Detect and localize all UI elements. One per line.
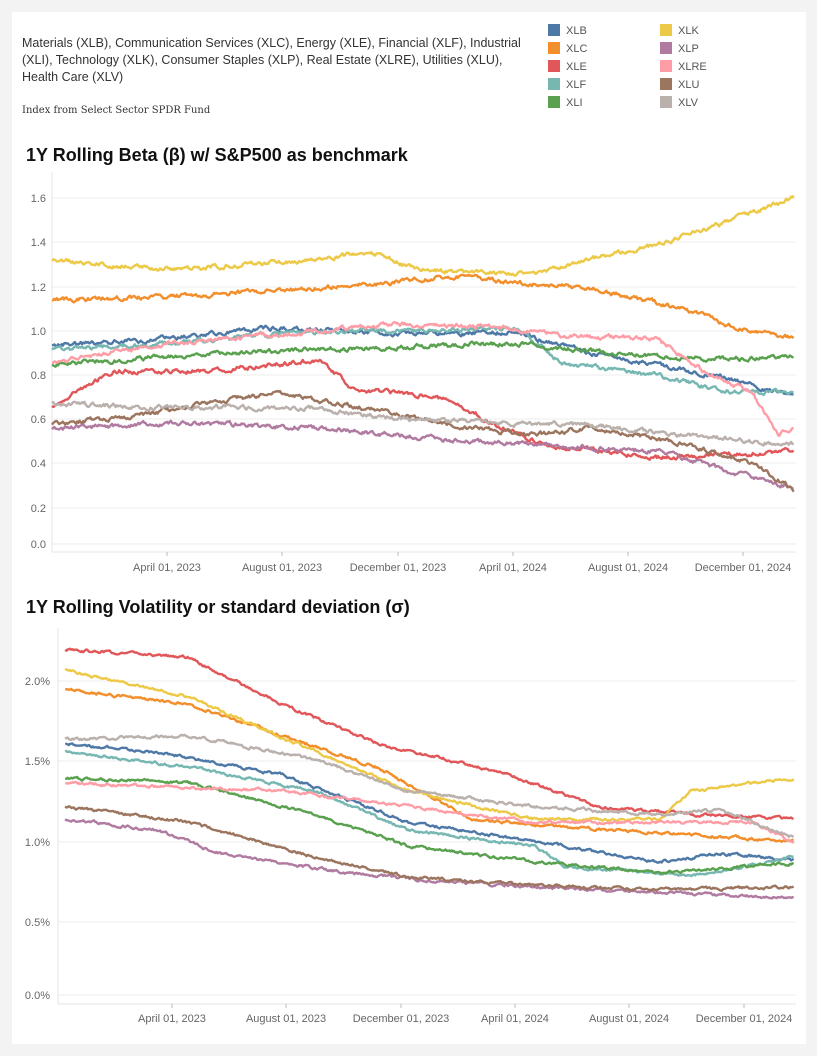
legend-swatch — [660, 60, 672, 72]
dashboard-card — [12, 12, 806, 1044]
legend-swatch — [548, 24, 560, 36]
legend-swatch — [548, 78, 560, 90]
legend-label: XLE — [566, 61, 587, 73]
legend-label: XLC — [566, 43, 588, 55]
legend-item-xle[interactable]: XLE — [548, 60, 587, 74]
legend-swatch — [548, 96, 560, 108]
legend-swatch — [548, 60, 560, 72]
legend-item-xlf[interactable]: XLF — [548, 78, 586, 92]
legend-item-xli[interactable]: XLI — [548, 96, 583, 110]
legend-label: XLU — [678, 79, 700, 91]
legend-swatch — [660, 96, 672, 108]
legend-swatch — [548, 42, 560, 54]
legend-label: XLRE — [678, 61, 707, 73]
legend-swatch — [660, 24, 672, 36]
legend-label: XLF — [566, 79, 587, 91]
legend-label: XLB — [566, 25, 587, 37]
legend-item-xlv[interactable]: XLV — [660, 96, 698, 110]
legend-label: XLP — [678, 43, 699, 55]
legend-label: XLK — [678, 25, 699, 37]
source-note: Index from Select Sector SPDR Fund — [22, 105, 211, 116]
legend-swatch — [660, 42, 672, 54]
volatility-chart-title: 1Y Rolling Volatility or standard deviat… — [26, 597, 410, 617]
legend-item-xlk[interactable]: XLK — [660, 24, 699, 38]
beta-chart-title: 1Y Rolling Beta (β) w/ S&P500 as benchma… — [26, 145, 408, 165]
sector-description: Materials (XLB), Communication Services … — [22, 36, 521, 84]
legend-swatch — [660, 78, 672, 90]
legend-label: XLV — [678, 97, 698, 109]
legend-item-xlre[interactable]: XLRE — [660, 60, 707, 74]
legend-item-xlb[interactable]: XLB — [548, 24, 587, 38]
legend-item-xlc[interactable]: XLC — [548, 42, 587, 56]
legend-item-xlu[interactable]: XLU — [660, 78, 699, 92]
legend-item-xlp[interactable]: XLP — [660, 42, 699, 56]
legend-label: XLI — [566, 97, 583, 109]
